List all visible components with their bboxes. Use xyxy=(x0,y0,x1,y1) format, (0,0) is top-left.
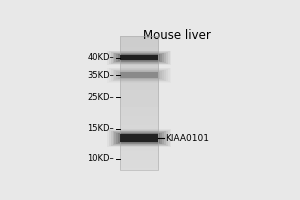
Bar xyxy=(115,53,164,62)
Bar xyxy=(120,134,158,142)
Bar xyxy=(120,72,158,78)
Bar xyxy=(116,133,162,144)
Bar xyxy=(120,134,158,142)
Text: KIAA0101: KIAA0101 xyxy=(165,134,209,143)
Bar xyxy=(120,55,158,60)
Bar xyxy=(109,68,169,82)
Bar xyxy=(115,70,164,80)
Bar xyxy=(120,72,158,78)
Bar xyxy=(118,54,160,61)
Bar xyxy=(107,68,171,83)
Bar xyxy=(120,55,158,60)
Bar xyxy=(118,133,160,143)
Bar xyxy=(111,69,168,81)
Bar xyxy=(116,71,162,79)
Bar xyxy=(116,54,162,62)
Bar xyxy=(109,51,169,64)
Text: Mouse liver: Mouse liver xyxy=(143,29,211,42)
Bar xyxy=(107,129,171,147)
Bar xyxy=(112,70,166,81)
Bar xyxy=(112,131,166,145)
Text: 10KD–: 10KD– xyxy=(88,154,114,163)
Bar xyxy=(118,72,160,79)
Text: 35KD–: 35KD– xyxy=(87,71,114,80)
Text: 25KD–: 25KD– xyxy=(88,93,114,102)
Bar xyxy=(109,130,169,146)
Bar xyxy=(111,131,168,146)
Bar xyxy=(111,52,168,64)
Text: 15KD–: 15KD– xyxy=(88,124,114,133)
Bar xyxy=(120,36,158,170)
Bar xyxy=(115,132,164,144)
Bar xyxy=(107,51,171,65)
Text: 40KD–: 40KD– xyxy=(88,53,114,62)
Bar xyxy=(112,53,166,63)
